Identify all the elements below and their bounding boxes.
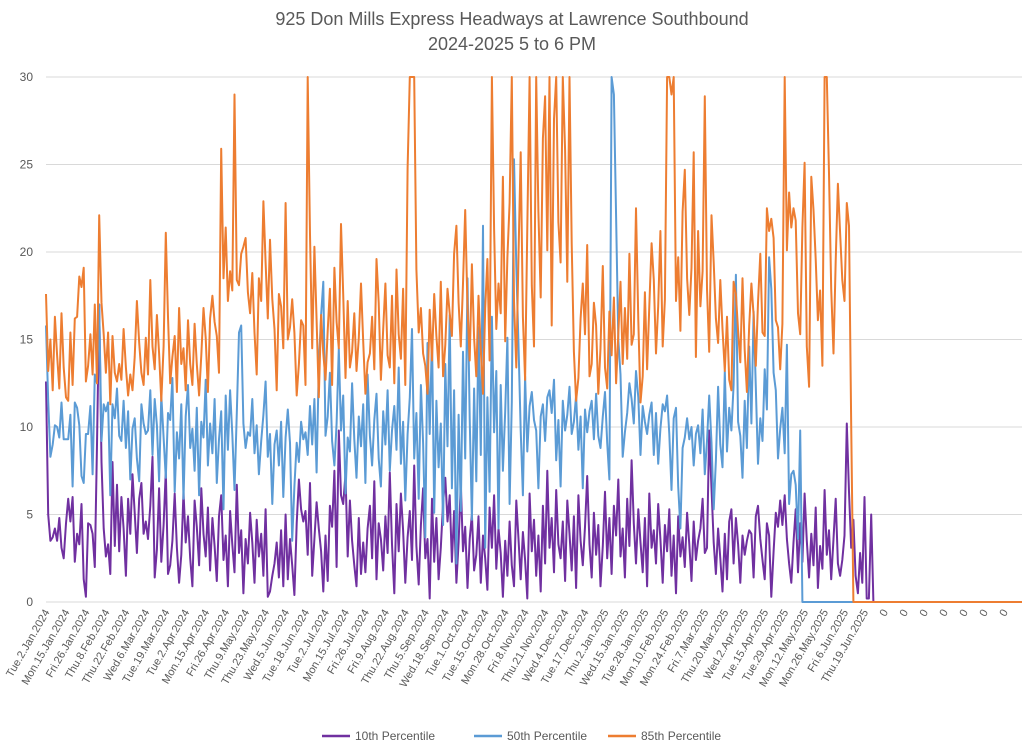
legend-item-85th[interactable]: 85th Percentile <box>608 729 721 743</box>
x-tick-label: 0 <box>957 608 970 619</box>
x-tick-label: 0 <box>938 608 951 619</box>
legend-label-50th: 50th Percentile <box>507 729 587 743</box>
chart-subtitle: 2024-2025 5 to 6 PM <box>428 34 596 54</box>
series-lines <box>45 76 1022 603</box>
legend-item-10th[interactable]: 10th Percentile <box>322 729 435 743</box>
x-axis-ticks: Tue.2.Jan.2024Mon.15.Jan.2024Fri.26.Jan.… <box>4 608 1011 690</box>
legend-item-50th[interactable]: 50th Percentile <box>474 729 587 743</box>
y-tick-label: 15 <box>20 333 34 347</box>
x-tick-label: 0 <box>997 608 1010 619</box>
y-tick-label: 0 <box>26 595 33 609</box>
legend-label-10th: 10th Percentile <box>355 729 435 743</box>
y-tick-label: 25 <box>20 158 34 172</box>
y-tick-label: 10 <box>20 420 34 434</box>
y-tick-label: 30 <box>20 70 34 84</box>
series-line-85th <box>45 76 1022 603</box>
series-line-10th <box>45 303 1022 603</box>
x-tick-label: 0 <box>918 608 931 619</box>
y-tick-label: 5 <box>26 508 33 522</box>
y-tick-label: 20 <box>20 245 34 259</box>
y-axis-ticks: 0 5 10 15 20 25 30 <box>20 70 34 609</box>
chart-title: 925 Don Mills Express Headways at Lawren… <box>275 9 748 29</box>
x-tick-label: 0 <box>898 608 911 619</box>
x-tick-label: 0 <box>977 608 990 619</box>
legend-label-85th: 85th Percentile <box>641 729 721 743</box>
legend: 10th Percentile 50th Percentile 85th Per… <box>322 729 721 743</box>
x-tick-label: 0 <box>878 608 891 619</box>
